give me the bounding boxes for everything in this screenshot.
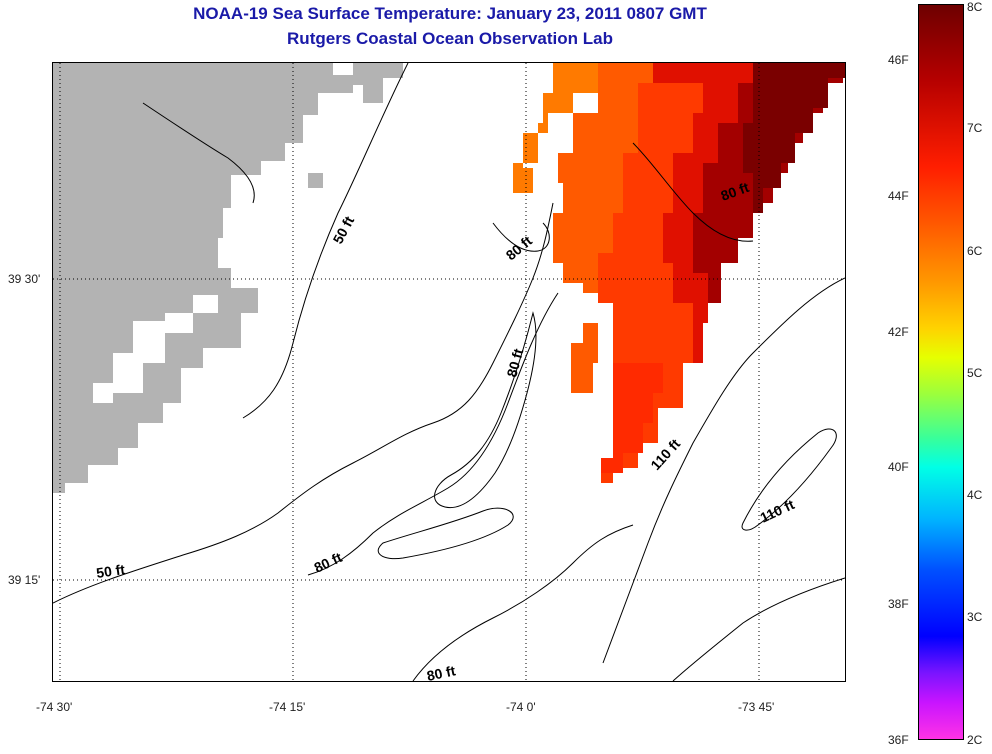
contour-label: 110 ft [758, 496, 798, 526]
colorbar-celsius-label: 5C [967, 366, 983, 380]
contour-50ft-north [242, 62, 409, 419]
contour-label: 50 ft [95, 561, 126, 581]
contour-110ft-east [741, 428, 837, 531]
contour-110ft [602, 277, 846, 664]
map-frame: 50 ft 80 ft 80 ft 80 ft 80 ft 80 ft 110 … [52, 62, 846, 684]
contour-80ft-bottom [412, 524, 634, 682]
colorbar-fahrenheit-label: 46F [888, 53, 909, 67]
land-island [308, 173, 323, 188]
colorbar-celsius-label: 3C [967, 610, 983, 624]
colorbar-fahrenheit-label: 40F [888, 460, 909, 474]
contour-80ft-ridge [434, 311, 537, 509]
graticule [53, 63, 845, 681]
sst-pixels [513, 63, 845, 483]
map-canvas: 50 ft 80 ft 80 ft 80 ft 80 ft 80 ft 110 … [52, 62, 846, 684]
colorbar-fahrenheit-label: 44F [888, 189, 909, 203]
land-island [353, 63, 403, 103]
lat-tick-label: 39 30' [8, 272, 41, 286]
lon-tick-label: -74 0' [506, 700, 536, 714]
lon-tick-label: -73 45' [738, 700, 775, 714]
contour-label: 80 ft [425, 662, 457, 681]
colorbar-celsius-label: 2C [967, 733, 983, 747]
land-area-inlet [93, 295, 218, 403]
colorbar-celsius-label: 6C [967, 244, 983, 258]
lat-tick-label: 39 15' [8, 573, 41, 587]
map-title: NOAA-19 Sea Surface Temperature: January… [193, 4, 707, 23]
map-subtitle: Rutgers Coastal Ocean Observation Lab [287, 29, 613, 48]
colorbar-celsius-label: 4C [967, 488, 983, 502]
contour-label: 80 ft [312, 549, 345, 576]
colorbar-fahrenheit-label: 38F [888, 597, 909, 611]
contour-label: 50 ft [330, 213, 358, 246]
contour-80ft-ne [632, 142, 754, 242]
contour-80ft-west [307, 292, 559, 576]
lon-tick-label: -74 30' [36, 700, 73, 714]
contour-coast-island [142, 102, 255, 204]
colorbar-fahrenheit-label: 36F [888, 733, 909, 747]
colorbar-celsius-label: 7C [967, 121, 983, 135]
colorbar-celsius-label: 8C [967, 0, 983, 14]
temperature-colorbar [918, 4, 964, 740]
colorbar-fahrenheit-label: 42F [888, 325, 909, 339]
contour-label: 80 ft [503, 347, 526, 379]
contour-label: 80 ft [503, 232, 536, 263]
lon-tick-label: -74 15' [269, 700, 306, 714]
land-area [53, 63, 353, 493]
contour-50ft-coast [52, 202, 554, 604]
contour-110ft-deep [672, 577, 846, 682]
contour-80ft-nw [492, 222, 550, 252]
contour-80ft-south [377, 507, 514, 560]
bathymetry-contours [52, 62, 846, 682]
